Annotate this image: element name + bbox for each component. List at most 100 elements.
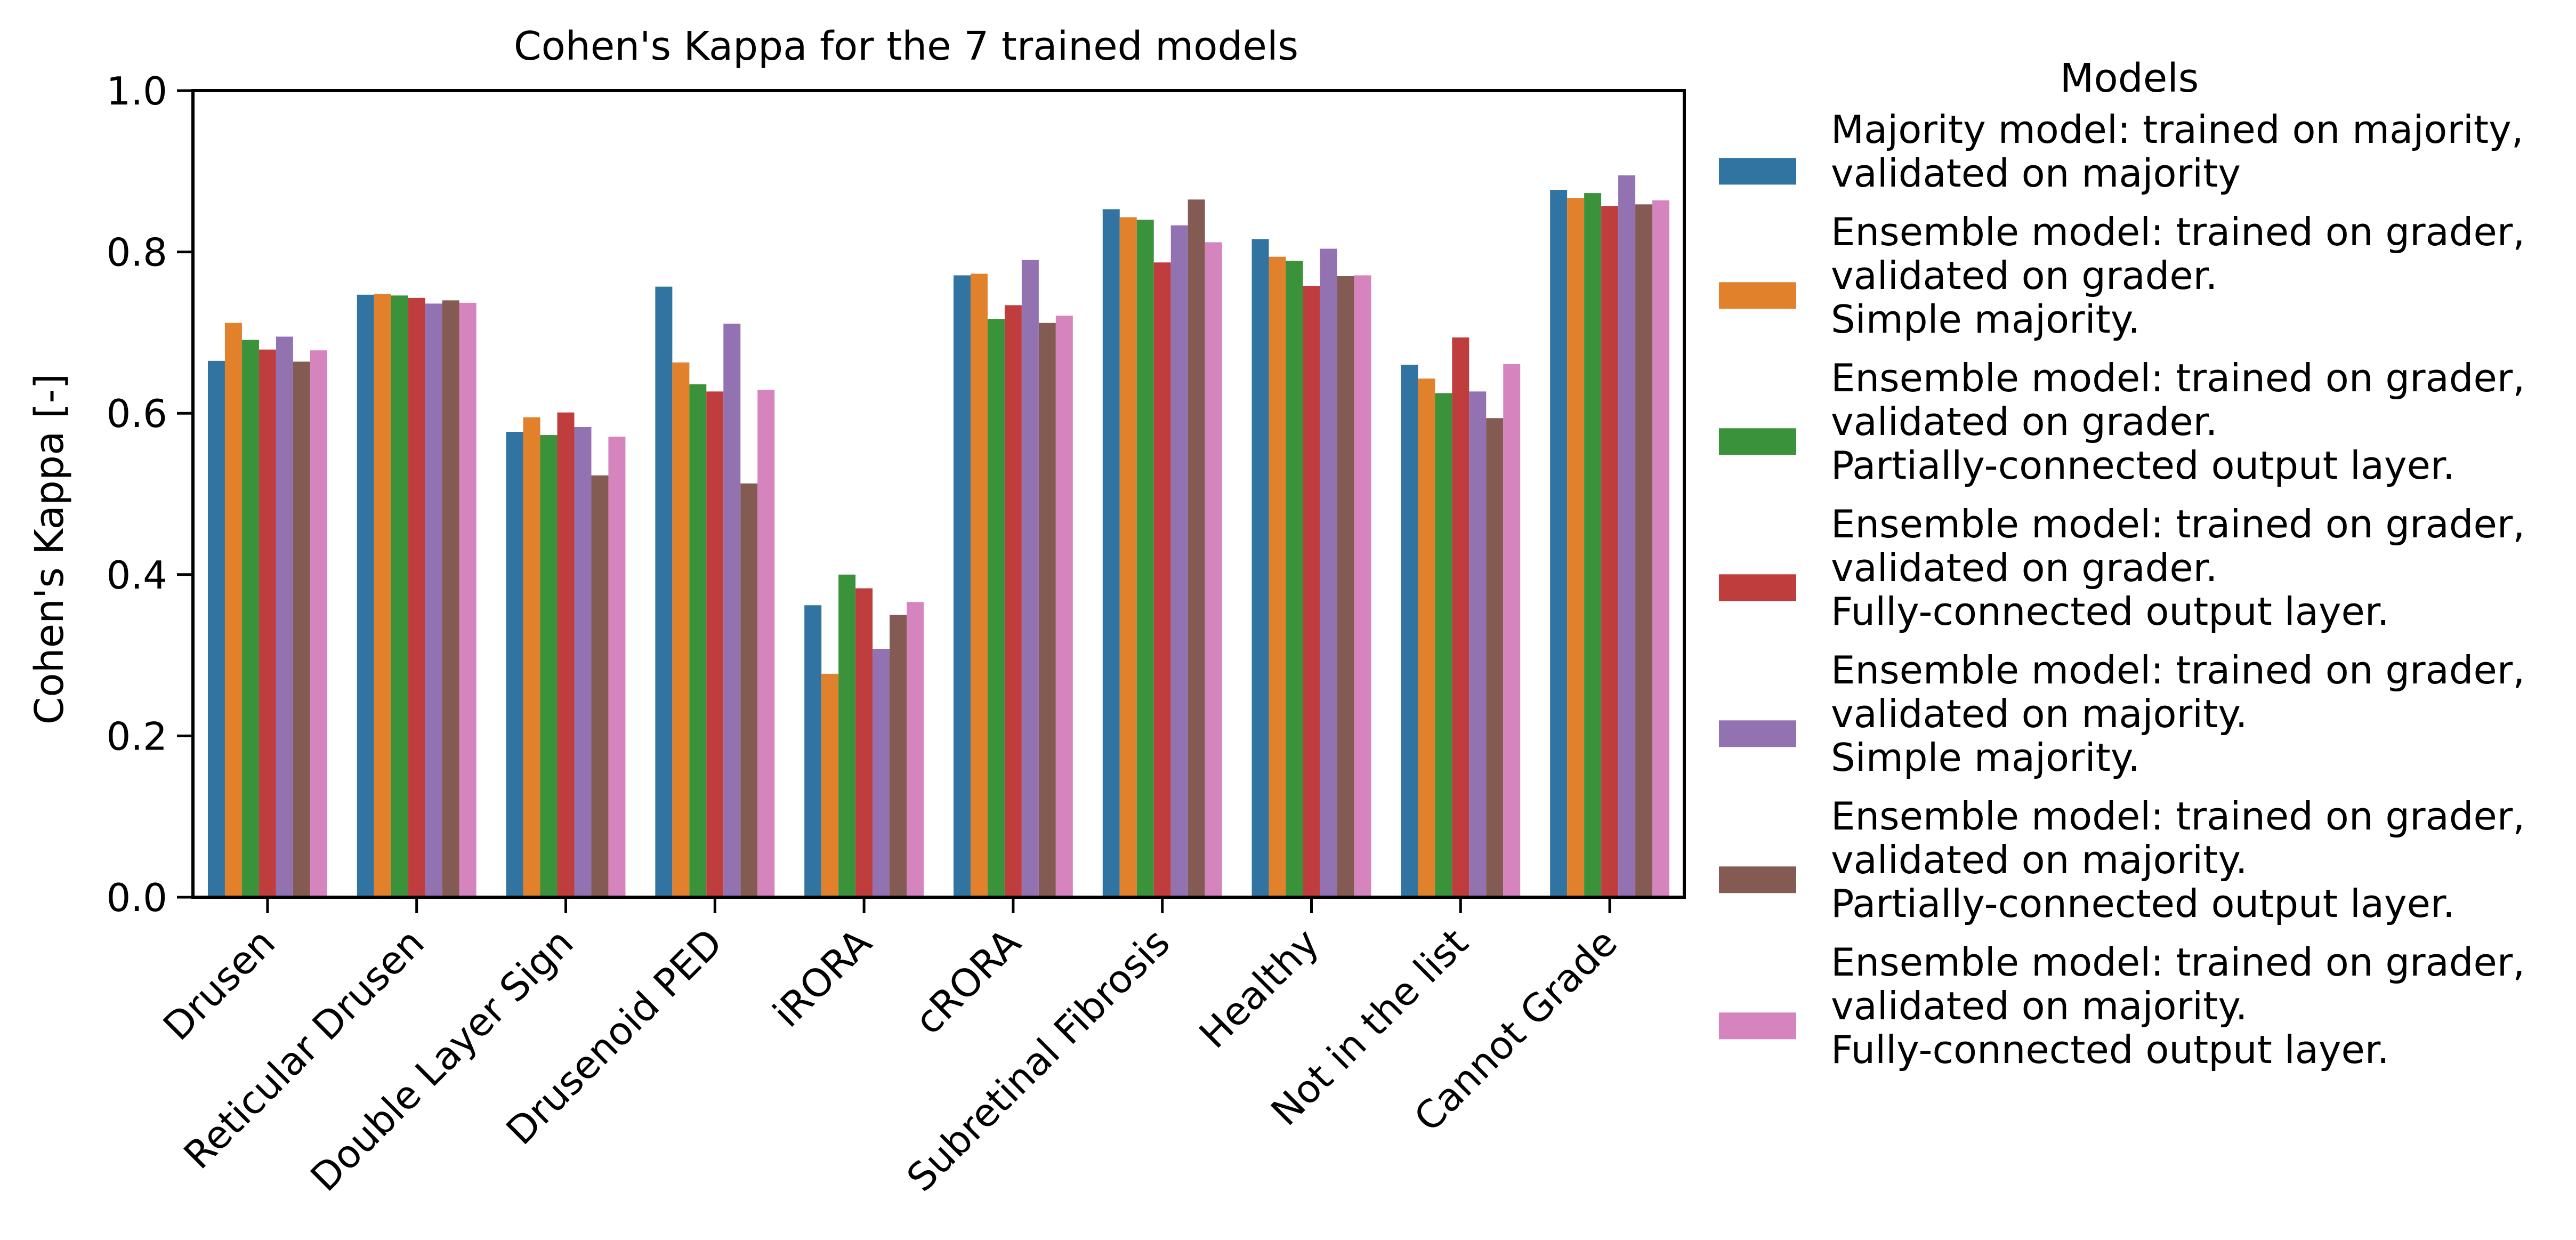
bar bbox=[1401, 365, 1418, 897]
legend-swatch bbox=[1719, 158, 1796, 185]
bar bbox=[740, 483, 758, 897]
x-tick-label: iRORA bbox=[764, 920, 880, 1036]
bar bbox=[1635, 204, 1653, 898]
bar bbox=[1567, 198, 1585, 898]
bar bbox=[1102, 209, 1120, 897]
bar bbox=[391, 295, 408, 897]
bar bbox=[987, 319, 1005, 898]
legend-label: Majority model: trained on majority, vali… bbox=[1831, 107, 2524, 196]
bar bbox=[1021, 260, 1039, 898]
bar bbox=[953, 275, 971, 897]
bar bbox=[689, 384, 707, 897]
y-tick-label: 1.0 bbox=[106, 69, 167, 114]
chart-title: Cohen's Kappa for the 7 trained models bbox=[514, 23, 1298, 69]
bar bbox=[1269, 256, 1286, 898]
bar bbox=[442, 300, 459, 897]
legend-title: Models bbox=[2060, 55, 2199, 101]
bar bbox=[1503, 364, 1521, 897]
bar bbox=[907, 602, 924, 897]
bar bbox=[1320, 248, 1337, 897]
bar bbox=[1601, 206, 1619, 897]
y-tick-label: 0.0 bbox=[106, 875, 167, 920]
bar bbox=[1337, 276, 1354, 897]
x-tick-label: Drusen bbox=[155, 920, 284, 1049]
bar bbox=[1354, 275, 1371, 897]
bar bbox=[1004, 305, 1022, 898]
y-tick-label: 0.8 bbox=[106, 230, 167, 275]
bar bbox=[873, 649, 890, 897]
bar bbox=[1038, 323, 1056, 897]
y-tick-label: 0.4 bbox=[106, 553, 167, 598]
bar bbox=[425, 303, 442, 898]
y-tick-label: 0.2 bbox=[106, 714, 167, 759]
legend-label: Ensemble model: trained on grader, valida… bbox=[1831, 210, 2525, 342]
bar bbox=[1303, 286, 1320, 897]
bar bbox=[723, 324, 741, 897]
legend-label: Ensemble model: trained on grader, valida… bbox=[1831, 940, 2525, 1072]
bar bbox=[672, 362, 690, 897]
legend: Models Majority model: trained on majori… bbox=[1719, 55, 2525, 1072]
bar bbox=[574, 426, 592, 897]
bar bbox=[1452, 337, 1469, 897]
bar bbox=[608, 437, 626, 897]
plot-frame bbox=[191, 89, 1686, 899]
legend-label: Ensemble model: trained on grader, valida… bbox=[1831, 794, 2525, 926]
bar bbox=[506, 432, 523, 897]
bar bbox=[706, 391, 724, 897]
legend-label: Ensemble model: trained on grader, valida… bbox=[1831, 502, 2525, 634]
legend-swatch bbox=[1719, 720, 1796, 747]
bars-group bbox=[207, 175, 1670, 898]
bar bbox=[1119, 217, 1137, 897]
bar bbox=[1486, 418, 1504, 897]
bar bbox=[970, 273, 988, 898]
bar bbox=[591, 475, 609, 897]
bar bbox=[1188, 199, 1205, 897]
x-tick-label: cRORA bbox=[906, 920, 1029, 1043]
bar bbox=[276, 336, 293, 897]
bar bbox=[1170, 225, 1188, 897]
bar bbox=[293, 361, 310, 897]
bar bbox=[1418, 379, 1435, 897]
bar bbox=[838, 574, 856, 897]
bar bbox=[523, 417, 540, 897]
bar bbox=[259, 349, 276, 898]
bar bbox=[1469, 391, 1487, 897]
bar bbox=[357, 294, 374, 897]
bar bbox=[1435, 393, 1452, 898]
bar bbox=[890, 615, 907, 897]
legend-swatch bbox=[1719, 574, 1796, 601]
bar bbox=[241, 340, 259, 897]
bar bbox=[557, 412, 575, 897]
bar bbox=[1251, 239, 1269, 897]
bar bbox=[821, 673, 839, 897]
bar bbox=[310, 350, 327, 898]
bar bbox=[1205, 242, 1222, 898]
bar bbox=[757, 390, 775, 897]
bar bbox=[1286, 261, 1303, 897]
legend-swatch bbox=[1719, 1012, 1796, 1040]
legend-swatch bbox=[1719, 282, 1796, 309]
x-tick-label: Subretinal Fibrosis bbox=[898, 920, 1178, 1201]
x-tick-label: Double Layer Sign bbox=[302, 920, 582, 1200]
x-tick-label: Healthy bbox=[1191, 920, 1328, 1057]
y-axis-ticks: 0.0 0.2 0.4 0.6 0.8 1.0 bbox=[106, 69, 193, 920]
bar bbox=[1136, 220, 1154, 898]
bar bbox=[1652, 200, 1670, 897]
bar bbox=[1153, 262, 1171, 897]
y-axis-label: Cohen's Kappa [-] bbox=[27, 374, 72, 725]
bar bbox=[1055, 316, 1073, 897]
legend-label: Ensemble model: trained on grader, valida… bbox=[1831, 648, 2525, 780]
bar bbox=[207, 360, 225, 897]
bar bbox=[804, 605, 822, 897]
bar bbox=[408, 297, 425, 897]
bar bbox=[655, 286, 673, 898]
bar bbox=[1584, 193, 1602, 897]
bar bbox=[540, 435, 558, 897]
bar bbox=[224, 323, 242, 897]
legend-swatch bbox=[1719, 428, 1796, 455]
bar bbox=[1550, 190, 1568, 898]
legend-label: Ensemble model: trained on grader, valida… bbox=[1831, 356, 2525, 488]
bar bbox=[855, 588, 873, 897]
